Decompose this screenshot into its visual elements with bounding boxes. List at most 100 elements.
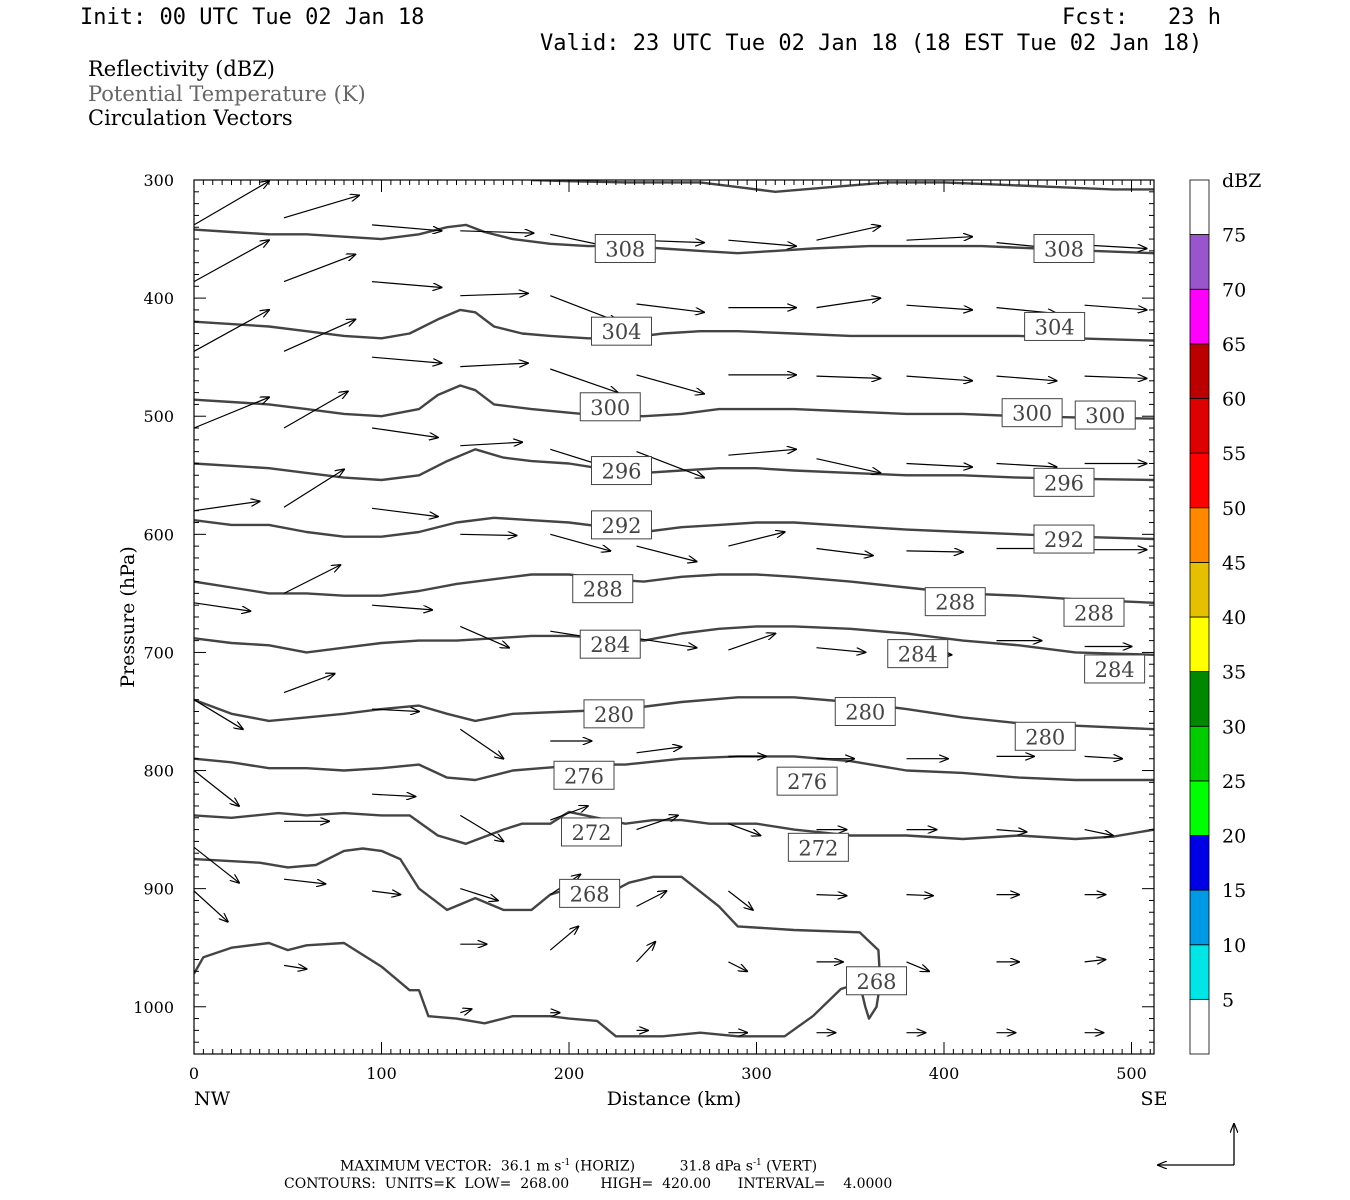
circulation-vector <box>816 226 881 241</box>
contour-280 <box>194 696 1154 731</box>
circulation-vector <box>816 298 881 309</box>
circulation-vector <box>193 310 269 352</box>
circulation-vector <box>283 254 355 283</box>
circulation-vector <box>283 674 335 694</box>
contour-label-text: 268 <box>856 970 896 994</box>
circulation-vector <box>728 239 796 246</box>
circulation-vector <box>460 1009 471 1013</box>
contour-label-text: 300 <box>1085 404 1125 428</box>
contour-label-text: 292 <box>601 514 641 538</box>
contour-label: 284 <box>887 639 949 669</box>
circulation-vector <box>283 878 325 884</box>
circulation-vector <box>1084 756 1123 758</box>
contour-label-text: 280 <box>1025 725 1065 749</box>
y-tick-label: 400 <box>143 289 174 308</box>
circulation-vector <box>550 368 618 393</box>
horiz-suffix: (HORIZ) <box>570 1158 636 1175</box>
contour-label: 292 <box>591 510 652 540</box>
contour-label-text: 276 <box>564 764 604 788</box>
circulation-vector <box>728 823 760 836</box>
x-tick-label: 400 <box>929 1064 960 1083</box>
circulation-vector <box>728 532 784 547</box>
circulation-vector <box>996 830 1027 832</box>
contour-label-text: 304 <box>1035 315 1075 339</box>
circulation-vector <box>1084 304 1147 310</box>
y-tick-label: 500 <box>143 407 174 426</box>
contour-288 <box>194 573 1154 604</box>
x-tick-label: 100 <box>366 1064 397 1083</box>
circulation-vector <box>1084 960 1106 962</box>
contour-label-box <box>1024 311 1086 341</box>
circulation-vector <box>636 942 656 963</box>
circulation-vector <box>636 303 705 312</box>
circulation-vector <box>906 464 973 468</box>
contour-label-box <box>579 629 641 659</box>
contour-label-box <box>1074 400 1136 430</box>
contour-label: 300 <box>579 392 641 422</box>
contour-label-text: 272 <box>571 821 611 845</box>
contour-label-box <box>887 639 949 669</box>
circulation-vector <box>550 533 610 551</box>
contour-label: 288 <box>924 587 986 617</box>
circulation-vector <box>636 891 667 907</box>
contour-label-text: 288 <box>935 591 975 615</box>
circulation-vector <box>193 397 269 429</box>
contour-label-box <box>1033 467 1095 497</box>
colorbar-label: 55 <box>1222 443 1246 465</box>
colorbar-label: 30 <box>1222 716 1246 738</box>
circulation-vector <box>550 806 588 821</box>
contour-label: 276 <box>553 760 615 790</box>
colorbar-bin <box>1189 725 1210 782</box>
contour-label-text: 272 <box>798 836 838 860</box>
circulation-vector <box>906 895 933 896</box>
colorbar-label: 10 <box>1222 935 1246 957</box>
contour-label: 280 <box>583 699 645 729</box>
circulation-vector <box>636 545 697 561</box>
contours-group <box>194 180 1154 1038</box>
colorbar-bin <box>1189 561 1210 618</box>
contour-label-text: 288 <box>583 578 623 602</box>
colorbar-label: 35 <box>1222 662 1246 684</box>
max-vector-label: MAXIMUM VECTOR: <box>340 1158 492 1175</box>
contour-label-box <box>591 510 652 540</box>
circulation-vector <box>193 846 239 882</box>
circulation-vector <box>636 747 682 754</box>
contour-label-text: 292 <box>1044 528 1084 552</box>
circulation-vector <box>816 547 873 556</box>
colorbar-bin <box>1189 452 1210 509</box>
colorbar-label: 40 <box>1222 607 1246 629</box>
reference-vector-icon <box>1158 1124 1234 1165</box>
contour-308 <box>194 223 1154 255</box>
circulation-vector <box>906 375 973 381</box>
contour-label-text: 288 <box>1074 601 1114 625</box>
circulation-vector <box>636 815 678 831</box>
circulation-vector <box>636 374 705 394</box>
y-tick-label: 600 <box>143 525 174 544</box>
vert-superscript: -1 <box>752 1158 762 1168</box>
contour-labels-group: 308 308 304 304 300 300 300 296 296 292 292 288 288 2… <box>553 234 1146 996</box>
contour-312 <box>531 180 1154 193</box>
colorbar-label: 70 <box>1222 279 1246 301</box>
contour-label-box <box>1033 234 1095 264</box>
plot-frame <box>193 179 1155 1055</box>
circulation-vector <box>372 427 438 438</box>
vert-suffix: (VERT) <box>761 1158 818 1175</box>
circulation-vector <box>460 363 528 367</box>
contour-268 <box>194 847 882 1038</box>
contour-label: 272 <box>561 817 622 847</box>
circulation-vector <box>906 304 973 310</box>
contour-label: 284 <box>579 629 641 659</box>
contour-label: 268 <box>846 966 907 996</box>
circulation-vector <box>1084 376 1147 378</box>
contour-label: 288 <box>572 574 634 604</box>
x-tick-label: 200 <box>554 1064 585 1083</box>
circulation-vector <box>372 794 415 796</box>
circulation-vector <box>459 728 503 759</box>
contour-label: 268 <box>559 878 621 908</box>
circulation-vector <box>283 469 344 508</box>
circulation-vector <box>996 375 1057 381</box>
contour-label-box <box>1014 721 1076 751</box>
contour-label-box <box>561 817 622 847</box>
circulation-vector <box>996 464 1057 468</box>
